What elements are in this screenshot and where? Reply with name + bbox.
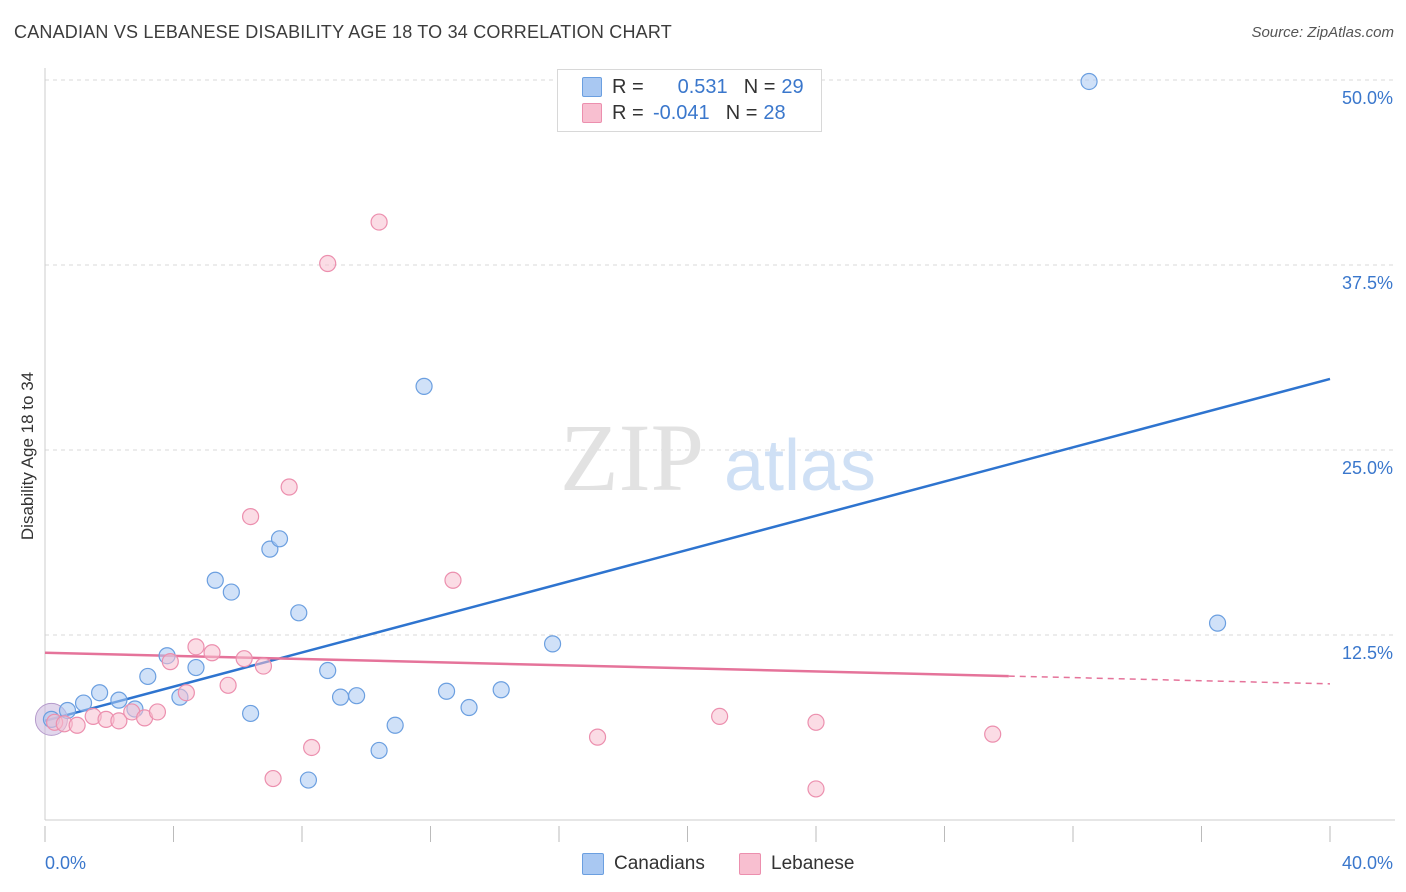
canadians-point [1080,72,1098,91]
legend-label-canadians: Canadians [614,853,705,874]
lebanese-swatch [582,103,602,123]
canadians-point [110,691,128,709]
y-tick-label: 12.5% [1342,643,1393,663]
legend-label-lebanese: Lebanese [771,853,855,874]
lebanese-point [187,638,205,656]
lebanese-point [280,478,298,496]
lebanese-point [264,769,282,788]
points-layer [34,72,1227,798]
lebanese-trend-extension [1008,675,1331,685]
chart-title: CANADIAN VS LEBANESE DISABILITY AGE 18 T… [14,22,672,42]
canadians-point [139,667,157,686]
lebanese-point [254,657,273,675]
canadians-point [543,635,562,653]
legend-row-canadians: R = 0.531 N = 29 [582,75,804,99]
lebanese-point [235,650,253,668]
canadians-point [319,661,337,680]
canadians-point [242,704,260,723]
lebanese-point [203,644,221,662]
x-tick-label: 0.0% [45,853,86,873]
canadians-swatch [582,853,604,875]
y-tick-label: 37.5% [1342,273,1393,293]
lebanese-point [588,728,607,746]
lebanese-point [807,713,825,731]
x-tick-label: 40.0% [1342,853,1393,873]
legend-n-value: 28 [763,101,786,124]
axis-layer [44,68,1395,842]
lebanese-point [219,676,237,694]
canadians-point [331,688,350,706]
canadians-point [415,377,433,395]
lebanese-point [177,684,195,702]
legend-r-value: -0.041 [652,101,710,124]
legend-item-lebanese: Lebanese [739,852,854,876]
lebanese-swatch [739,853,761,875]
legend-row-lebanese: R = -0.041 N = 28 [582,101,786,125]
canadians-point [290,604,308,622]
canadians-point [91,684,109,702]
canadians-point [74,694,93,712]
legend-r-label: R = [612,101,644,124]
canadians-point [370,741,388,760]
canadians-point [460,698,478,717]
y-tick-label: 50.0% [1342,88,1393,108]
canadians-point [348,687,366,705]
lebanese-point [110,712,128,730]
legend-r-value: 0.531 [677,75,728,98]
legend-item-canadians: Canadians [582,852,705,876]
lebanese-point [161,653,179,671]
canadians-point [270,530,289,548]
watermark: ZIP atlas [560,404,876,511]
canadians-point [206,571,224,589]
canadians-point [492,681,510,699]
lebanese-point [444,571,462,589]
lebanese-point [148,703,167,721]
legend-n-value: 29 [781,75,804,98]
legend-n-label: N = [743,75,776,98]
lebanese-point [711,707,729,726]
legend-n-label: N = [725,101,758,124]
lebanese-point [807,780,825,798]
lebanese-point [319,254,337,273]
lebanese-point [68,716,86,734]
lebanese-point [242,507,260,526]
lebanese-point [984,725,1002,743]
watermark-atlas: atlas [724,426,876,506]
watermark-zip: ZIP [560,404,704,511]
lebanese-point [370,213,388,231]
correlation-legend: R = 0.531 N = 29 R = -0.041 N = 28 [557,69,822,132]
canadians-swatch [582,77,602,97]
legend-r-label: R = [612,75,644,98]
canadians-point [222,583,240,601]
source-label: Source: ZipAtlas.com [1251,24,1394,41]
tick-label-layer: 12.5% 25.0% 37.5% 50.0% 0.0% 40.0% [45,88,1393,873]
canadians-point [187,658,205,677]
canadians-point [299,771,318,789]
canadians-point [1208,614,1227,632]
y-tick-label: 25.0% [1342,458,1393,478]
canadians-point [437,682,456,700]
grid-layer [45,79,1395,636]
lebanese-point [303,738,321,757]
canadians-point [386,716,404,734]
